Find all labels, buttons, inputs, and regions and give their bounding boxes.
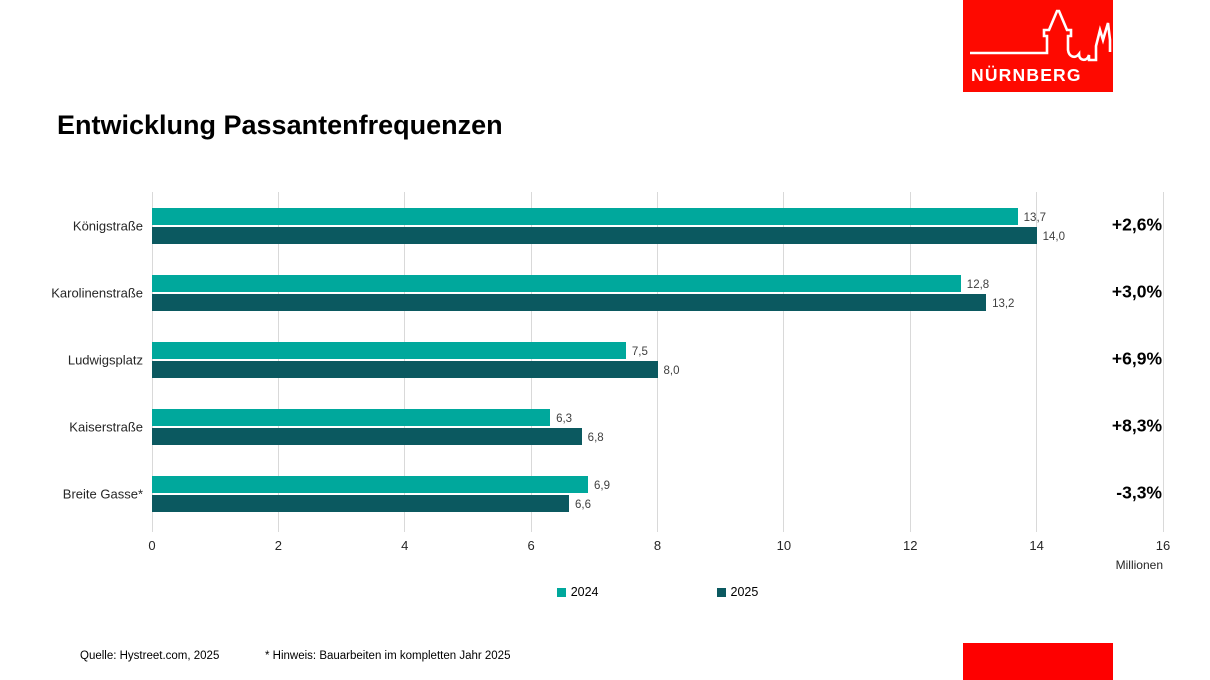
value-label: 12,8 [966, 278, 990, 291]
gridline [909, 192, 911, 532]
x-axis-tick: 12 [903, 538, 918, 553]
bar-2025 [152, 294, 987, 311]
legend-label: 2025 [730, 585, 759, 599]
bar-2024 [152, 208, 1018, 225]
category-label: Kaiserstraße [69, 419, 143, 435]
value-label: 13,2 [992, 297, 1015, 310]
category-label: Karolinenstraße [51, 285, 143, 301]
bar-2025 [152, 428, 582, 445]
category-axis: Königstraße Karolinenstraße Ludwigsplatz Ka… [0, 192, 143, 527]
value-label: 13,7 [1023, 211, 1047, 224]
value-label: 6,9 [593, 479, 610, 492]
x-axis-tick: 2 [274, 538, 282, 553]
footnote: * Hinweis: Bauarbeiten im kompletten Jah… [265, 650, 511, 662]
legend-swatch-2025 [716, 587, 726, 597]
category-label: Königstraße [72, 218, 143, 234]
legend-item-2024: 2024 [556, 585, 599, 599]
gridline [1162, 192, 1164, 532]
value-label: 6,3 [556, 412, 573, 425]
logo-castle-icon: NÜRNBERG [963, 0, 1113, 92]
x-axis: 0 2 4 6 8 10 12 14 16 [148, 538, 1170, 558]
legend-item-2025: 2025 [716, 585, 759, 599]
bar-2025 [152, 361, 658, 378]
category-label: Ludwigsplatz [67, 352, 143, 368]
x-axis-tick: 8 [653, 538, 662, 553]
x-axis-tick: 10 [776, 538, 792, 553]
bar-2025 [152, 495, 570, 512]
value-label: 6,6 [575, 498, 592, 511]
value-label: 14,0 [1042, 230, 1066, 243]
x-axis-tick: 6 [527, 538, 535, 553]
value-label: 8,0 [663, 364, 680, 377]
source-note: Quelle: Hystreet.com, 2025 [80, 650, 220, 662]
bar-2024 [152, 342, 626, 359]
x-axis-unit-label: Millionen [1115, 558, 1163, 572]
value-label: 6,8 [587, 431, 604, 444]
x-axis-tick: 0 [148, 538, 156, 553]
x-axis-tick: 4 [401, 538, 409, 553]
bar-2024 [152, 476, 588, 493]
x-axis-tick: 16 [1155, 538, 1171, 553]
bar-2024 [152, 409, 551, 426]
nuernberg-logo: NÜRNBERG [963, 0, 1113, 92]
legend-label: 2024 [570, 585, 599, 599]
category-label: Breite Gasse* [62, 486, 143, 502]
gridline [657, 192, 658, 532]
bar-2025 [152, 227, 1037, 244]
x-axis-tick: 14 [1029, 538, 1044, 553]
legend: 2024 2025 [152, 585, 1163, 599]
legend-swatch-2024 [556, 587, 566, 597]
red-accent-block [963, 643, 1113, 680]
value-label: 7,5 [631, 345, 648, 358]
bar-chart-plot-area: 13,7 14,0 12,8 13,2 7,5 8,0 6,3 6,8 6,9 6,6 [151, 192, 1164, 532]
page-title: Entwicklung Passantenfrequenzen [57, 110, 503, 140]
logo-rect [963, 0, 1113, 92]
bar-2024 [152, 275, 961, 292]
gridline [1036, 192, 1038, 532]
logo-text: NÜRNBERG [971, 65, 1082, 85]
gridline [783, 192, 785, 532]
